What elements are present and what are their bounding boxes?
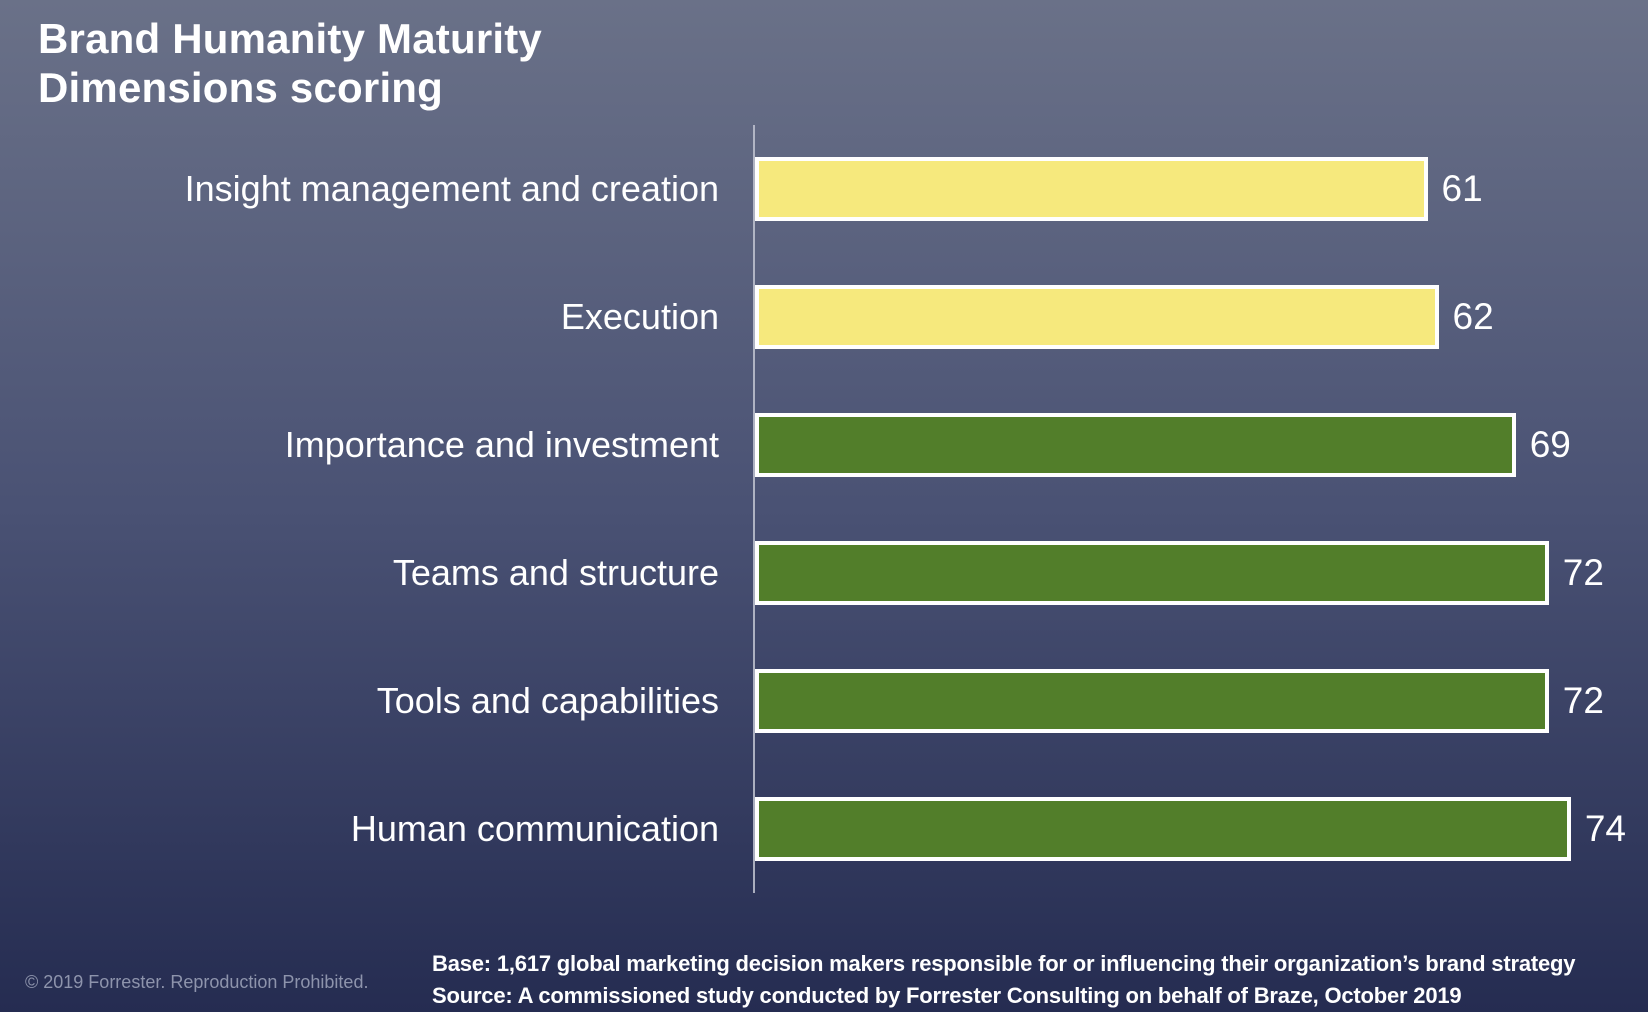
footnote-source: Source: A commissioned study conducted b… (432, 983, 1462, 1008)
bar-value-label: 69 (1529, 424, 1571, 465)
chart-row: Tools and capabilities 72 (0, 637, 1648, 765)
bar-value-label: 61 (1441, 168, 1483, 209)
category-label: Teams and structure (392, 552, 719, 593)
category-label: Insight management and creation (184, 168, 719, 209)
bar (755, 669, 1549, 733)
chart-row: Importance and investment 69 (0, 381, 1648, 509)
chart-row: Teams and structure 72 (0, 509, 1648, 637)
footnotes: Base: 1,617 global marketing decision ma… (432, 948, 1575, 1012)
chart-row: Human communication 74 (0, 765, 1648, 893)
chart-row: Insight management and creation 61 (0, 125, 1648, 253)
bar-track: 72 (753, 637, 1648, 765)
bar-value-label: 72 (1562, 680, 1604, 721)
bar-track: 74 (753, 765, 1648, 893)
copyright-text: © 2019 Forrester. Reproduction Prohibite… (25, 972, 369, 992)
bar (755, 541, 1549, 605)
footnote-base: Base: 1,617 global marketing decision ma… (432, 951, 1576, 976)
chart-title: Brand Humanity Maturity Dimensions scori… (38, 14, 542, 112)
category-label: Importance and investment (284, 424, 719, 465)
bar-track: 62 (753, 253, 1648, 381)
chart-rows: Insight management and creation 61 Execu… (0, 125, 1648, 893)
bar-value-label: 74 (1584, 808, 1626, 849)
bar (755, 797, 1571, 861)
bar (755, 413, 1516, 477)
bar-track: 61 (753, 125, 1648, 253)
bar-chart: Insight management and creation 61 Execu… (0, 125, 1648, 893)
chart-title-line-1: Brand Humanity Maturity (38, 15, 542, 62)
bar (755, 157, 1428, 221)
y-axis-line (753, 125, 755, 893)
category-label: Execution (560, 296, 719, 337)
bar-track: 69 (753, 381, 1648, 509)
category-label: Tools and capabilities (376, 680, 719, 721)
bar-value-label: 62 (1452, 296, 1494, 337)
bar-value-label: 72 (1562, 552, 1604, 593)
bar-track: 72 (753, 509, 1648, 637)
chart-row: Execution 62 (0, 253, 1648, 381)
chart-title-line-2: Dimensions scoring (38, 64, 444, 112)
category-label: Human communication (350, 808, 719, 849)
bar (755, 285, 1439, 349)
